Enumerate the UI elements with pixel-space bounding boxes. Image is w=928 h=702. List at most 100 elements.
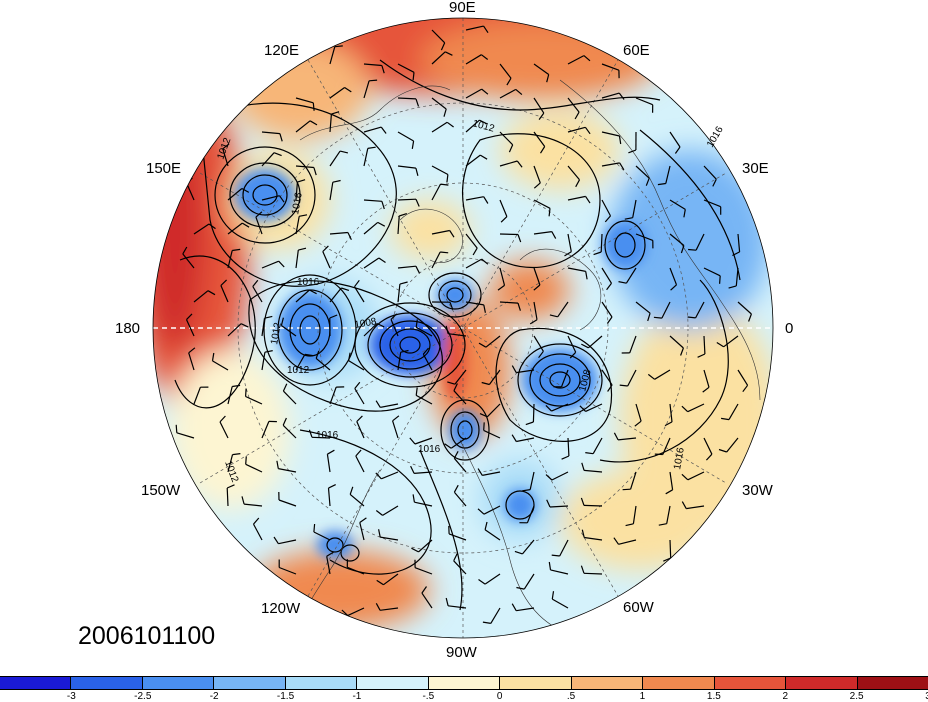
wind-barb [227,188,243,201]
wind-barb [584,469,603,473]
wind-barb [282,390,297,405]
wind-barb [414,471,433,474]
wind-barb-flag [546,499,551,508]
wind-barb [662,437,671,455]
wind-barb-flag [440,42,446,51]
wind-barb-flag [481,381,490,386]
colorbar-segment [499,677,571,689]
wind-barb [347,607,365,617]
wind-barb [567,233,572,252]
wind-barb-flag [478,342,487,348]
wind-barb-flag [245,456,247,465]
wind-barb [448,533,467,541]
wind-barb [635,165,650,179]
wind-barb [735,267,739,286]
colorbar-segment [213,677,285,689]
wind-barb-flag [628,149,637,154]
wind-barb-flag [273,152,282,157]
wind-barb-flag [732,251,740,257]
wind-barb [669,539,672,559]
wind-barb-flag [619,384,628,387]
wind-barb [618,539,637,545]
colorbar-segment [642,677,714,689]
wind-barb-flag [653,316,662,319]
wind-barb [703,335,706,355]
wind-barb-flag [279,195,285,203]
wind-barb [397,284,401,303]
wind-barb-flag [375,472,382,480]
wind-barb [723,335,739,348]
wind-barb-flag [356,415,363,422]
wind-barb-flag [645,177,650,186]
wind-barb-flag [399,281,408,285]
wind-barb-flag [680,245,685,254]
wind-barb-flag [702,386,710,393]
wind-barb [431,121,448,133]
lon-label-150e: 150E [146,160,182,177]
wind-barb [278,499,297,507]
wind-barb [392,420,399,439]
wind-barb-flag [378,257,386,263]
wind-barb [635,403,642,422]
colorbar-segment [141,677,214,689]
wind-barb [483,505,501,515]
wind-barb-flag [712,178,717,187]
wind-barb-flag [347,232,352,240]
wind-barb [583,504,603,507]
wind-barb-flag [515,88,523,96]
wind-barb [499,301,519,304]
wind-barb-flag [381,201,385,210]
wind-barb-flag [508,144,514,153]
wind-barb [601,63,620,71]
wind-barb [551,403,569,412]
wind-barb [193,386,201,405]
wind-barb [567,165,580,181]
wind-barb [533,131,546,147]
wind-barb-flag [255,211,263,218]
wind-barb [465,154,481,167]
wind-barb [666,505,671,524]
wind-barb [261,152,275,167]
wind-barb-flag [444,51,453,56]
wind-barb-flag [339,150,349,154]
lon-label-0: 0 [785,320,794,337]
wind-barb [329,150,341,167]
wind-barb-flag [226,484,235,489]
pressure-contours [174,59,741,611]
wind-barb [635,97,653,106]
wind-barb [245,463,263,473]
wind-barb-flag [618,135,622,145]
wind-barb [592,437,603,454]
wind-barb [348,360,365,371]
wind-barb-flag [453,451,459,459]
wind-barb-flag [624,217,633,220]
wind-barb-flag [327,449,335,455]
wind-barb-flag [584,126,591,135]
wind-barb-flag [525,421,534,426]
wind-barb-flag [279,133,283,142]
wind-barb-flag [410,465,415,474]
wind-barb [703,267,721,277]
wind-barb [465,258,482,269]
wind-barb-flag [186,313,193,321]
wind-barb-flag [680,347,684,356]
wind-barb [322,251,331,269]
wind-barb [669,131,681,148]
wind-barb [347,566,365,575]
wind-barb-flag [332,179,341,183]
wind-barb-flag [232,248,241,252]
wind-barb-flag [232,453,241,456]
wind-barb [390,319,399,337]
wind-barb-flag [581,529,585,538]
wind-barb [397,198,417,201]
wind-barb-flag [376,579,384,586]
colorbar-tick-label: -1.5 [276,691,295,702]
wind-barb-flag [569,351,577,359]
wind-barb-flag [481,258,489,265]
lon-label-30e: 30E [742,160,769,177]
wind-barb [559,539,569,557]
wind-barb [329,114,332,133]
wind-barb [737,369,749,386]
wind-barb [567,126,586,133]
